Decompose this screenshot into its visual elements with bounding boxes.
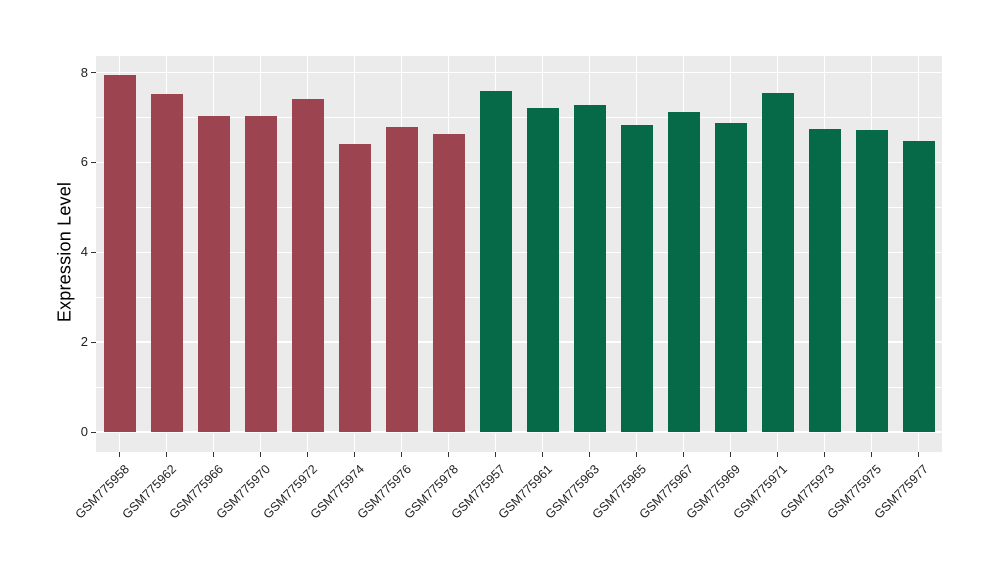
bar <box>338 144 371 432</box>
y-tick-label: 6 <box>80 154 88 170</box>
bar <box>103 74 136 432</box>
x-tick-mark <box>401 452 402 457</box>
bar <box>855 130 888 432</box>
y-gridline-minor <box>96 296 942 298</box>
y-gridline-minor <box>96 117 942 118</box>
bar <box>385 126 418 432</box>
y-gridline-major <box>96 251 942 254</box>
x-tick-mark <box>354 452 355 457</box>
plot-panel <box>96 56 942 452</box>
bar <box>761 93 794 432</box>
bar <box>620 124 653 432</box>
bar <box>244 115 277 432</box>
x-tick-mark <box>824 452 825 457</box>
y-gridline-major <box>96 431 942 433</box>
bar <box>479 91 512 432</box>
bar <box>291 98 324 432</box>
x-tick-mark <box>636 452 637 457</box>
x-tick-mark <box>871 452 872 457</box>
y-gridline-minor <box>96 206 942 208</box>
y-tick-label: 2 <box>80 334 88 350</box>
bar <box>432 134 465 432</box>
x-tick-mark <box>683 452 684 457</box>
x-tick-mark <box>542 452 543 457</box>
y-gridline-major <box>96 161 942 164</box>
y-tick-mark <box>91 341 96 343</box>
bar <box>808 128 841 432</box>
x-tick-mark <box>495 452 496 457</box>
y-gridline-minor <box>96 386 942 388</box>
x-tick-mark <box>730 452 731 457</box>
x-tick-mark <box>213 452 214 457</box>
x-tick-mark <box>307 452 308 457</box>
bar <box>526 107 559 432</box>
bar <box>150 93 183 432</box>
y-gridline-major <box>96 71 942 74</box>
bar <box>714 123 747 432</box>
y-tick-mark <box>91 431 96 433</box>
bar <box>667 111 700 432</box>
x-tick-mark <box>918 452 919 457</box>
bar <box>902 141 935 432</box>
bar <box>573 104 606 432</box>
x-tick-mark <box>589 452 590 457</box>
bar <box>197 116 230 432</box>
y-tick-label: 0 <box>80 424 88 439</box>
y-tick-mark <box>91 251 96 253</box>
x-tick-mark <box>260 452 261 457</box>
x-tick-mark <box>448 452 449 457</box>
x-tick-mark <box>119 452 120 457</box>
x-tick-mark <box>777 452 778 457</box>
y-tick-mark <box>91 72 96 74</box>
y-gridline-major <box>96 341 942 343</box>
y-tick-label: 4 <box>80 244 88 260</box>
x-tick-mark <box>166 452 167 457</box>
y-tick-label: 8 <box>80 64 88 80</box>
y-tick-mark <box>91 161 96 163</box>
